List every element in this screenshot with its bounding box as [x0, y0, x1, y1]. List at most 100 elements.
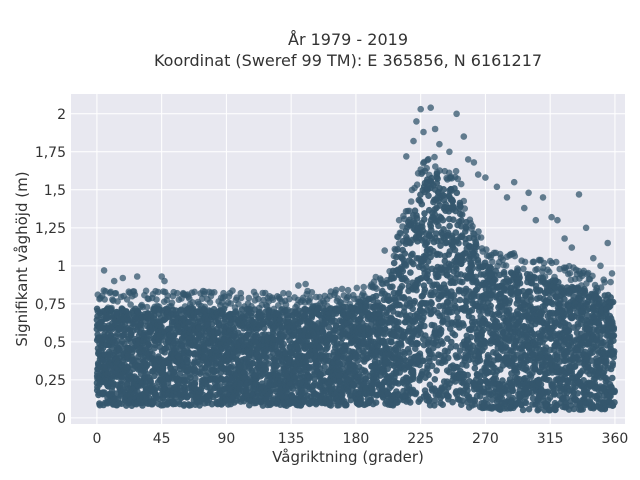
scatter-point: [164, 292, 171, 300]
scatter-point: [456, 296, 464, 304]
scatter-point: [108, 304, 115, 312]
scatter-point: [439, 216, 447, 224]
scatter-point: [280, 340, 288, 348]
scatter-point: [413, 212, 420, 219]
scatter-point: [527, 293, 534, 301]
scatter-point: [191, 379, 199, 387]
scatter-point: [184, 357, 191, 365]
scatter-point: [421, 286, 429, 294]
scatter-point: [180, 342, 187, 350]
scatter-point: [372, 399, 380, 406]
scatter-point: [407, 198, 415, 205]
scatter-point: [191, 288, 198, 296]
scatter-point: [146, 343, 153, 350]
scatter-point: [446, 222, 453, 230]
scatter-point: [206, 299, 214, 306]
scatter-point: [112, 290, 120, 297]
scatter-point: [451, 331, 459, 339]
scatter-point: [521, 258, 529, 266]
scatter-point: [455, 353, 463, 361]
scatter-point: [401, 250, 409, 257]
scatter-point: [389, 283, 396, 291]
scatter-point: [332, 286, 340, 294]
scatter-point: [424, 271, 431, 278]
scatter-point: [342, 401, 350, 409]
scatter-point: [463, 362, 470, 369]
scatter-point: [413, 340, 421, 348]
scatter-point: [506, 306, 513, 314]
scatter-point: [511, 252, 519, 260]
scatter-point: [467, 333, 475, 341]
scatter-point: [453, 189, 461, 197]
scatter-point: [522, 399, 530, 407]
scatter-point: [176, 370, 184, 378]
scatter-point: [461, 205, 469, 212]
scatter-point: [464, 387, 471, 394]
scatter-point: [502, 262, 510, 269]
scatter-point: [516, 280, 524, 287]
scatter-point: [460, 197, 468, 205]
scatter-point: [428, 300, 435, 307]
scatter-point: [353, 284, 361, 292]
scatter-point: [439, 340, 446, 347]
scatter-point: [189, 299, 196, 306]
scatter-point: [306, 295, 314, 302]
scatter-point: [324, 342, 332, 349]
scatter-point: [142, 287, 150, 295]
scatter-point: [211, 289, 218, 296]
scatter-point: [516, 274, 523, 281]
scatter-point: [469, 222, 476, 230]
scatter-point: [395, 319, 403, 326]
scatter-point: [150, 399, 157, 407]
scatter-point: [458, 211, 466, 218]
scatter-point: [405, 349, 413, 356]
scatter-point: [154, 288, 162, 296]
scatter-point: [409, 305, 417, 313]
chart-subtitle: Koordinat (Sweref 99 TM): E 365856, N 61…: [154, 51, 542, 70]
scatter-point: [192, 375, 199, 382]
scatter-point: [509, 394, 517, 402]
scatter-point: [445, 393, 452, 400]
scatter-point: [152, 391, 159, 399]
scatter-point: [464, 371, 472, 379]
scatter-point: [361, 367, 369, 375]
scatter-point: [118, 377, 125, 385]
scatter-point: [425, 371, 432, 379]
scatter-point: [101, 296, 108, 303]
scatter-point: [439, 401, 447, 409]
scatter-point: [235, 300, 242, 308]
scatter-point: [425, 155, 432, 163]
scatter-point: [409, 375, 417, 383]
scatter-point: [489, 258, 496, 266]
scatter-point: [437, 329, 445, 337]
scatter-point: [360, 283, 368, 291]
scatter-point: [460, 322, 467, 329]
scatter-point: [411, 297, 419, 305]
scatter-point: [197, 386, 205, 394]
scatter-point: [473, 243, 480, 251]
scatter-point: [457, 180, 465, 188]
scatter-point: [427, 253, 435, 261]
scatter-point: [475, 228, 482, 235]
scatter-point: [421, 216, 428, 223]
chart-title: År 1979 - 2019: [288, 30, 408, 49]
scatter-point: [433, 367, 440, 374]
scatter-point: [431, 376, 439, 383]
scatter-point: [469, 264, 477, 272]
scatter-point: [344, 286, 352, 294]
scatter-point: [506, 297, 513, 304]
scatter-point: [483, 246, 490, 253]
scatter-point: [450, 216, 457, 223]
scatter-point: [398, 282, 406, 290]
scatter-point: [413, 181, 421, 188]
scatter-point: [487, 302, 495, 310]
scatter-point: [171, 365, 179, 373]
scatter-point: [431, 397, 439, 404]
scatter-point: [445, 354, 452, 362]
scatter-point: [513, 369, 521, 377]
scatter-point: [338, 285, 346, 293]
scatter-point: [229, 287, 236, 295]
scatter-point: [476, 357, 484, 364]
scatter-point: [131, 291, 139, 299]
